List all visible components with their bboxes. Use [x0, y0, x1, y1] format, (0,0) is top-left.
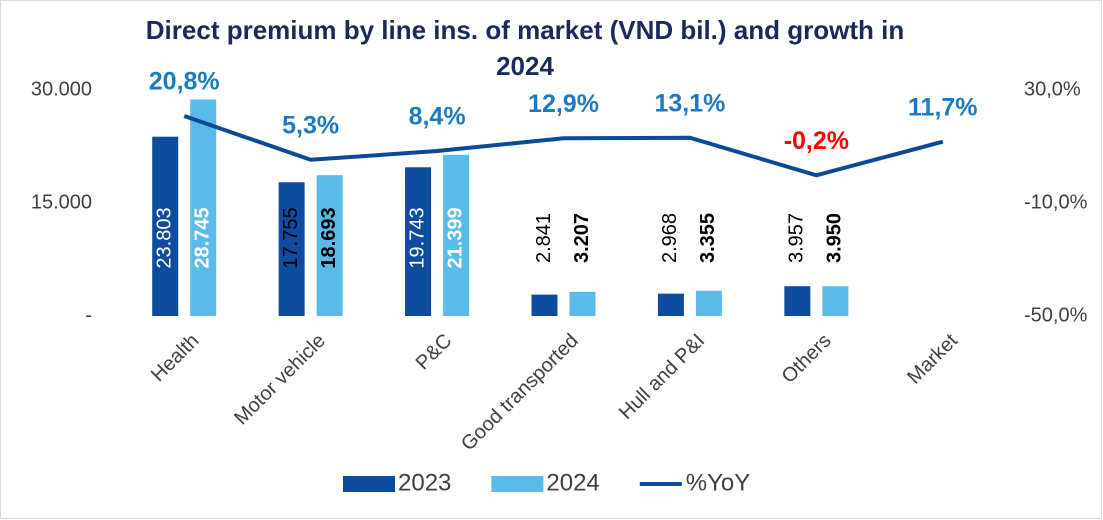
y-tick-label: 30.000: [31, 78, 92, 100]
y-tick-label: 15.000: [31, 191, 92, 213]
bar-value-label: 3.950: [824, 213, 846, 263]
line-value-label: 11,7%: [908, 93, 978, 121]
bar: [316, 175, 343, 316]
x-tick-label: P&C: [412, 330, 457, 375]
bar-value-label: 21.399: [444, 207, 466, 268]
bar-value-label: 3.957: [786, 213, 808, 263]
bar-value-label: 2.968: [659, 213, 681, 263]
bar-value-label: 18.693: [318, 207, 340, 268]
x-tick-label: Good transported: [457, 330, 583, 456]
legend-label: %YoY: [686, 469, 751, 496]
bar: [695, 290, 722, 316]
bar-value-label: 23.803: [153, 207, 175, 268]
bar: [657, 293, 684, 316]
bar: [784, 286, 811, 316]
bar: [822, 286, 849, 316]
legend-label: 2024: [546, 469, 599, 496]
bar: [569, 291, 596, 316]
legend-swatch: [491, 476, 544, 492]
chart-title: Direct premium by line ins. of market (V…: [145, 15, 905, 81]
line-value-label: 20,8%: [149, 68, 220, 96]
line-value-label: 13,1%: [654, 89, 725, 117]
bar: [443, 154, 470, 316]
x-tick-label: Others: [778, 330, 836, 388]
bar-value-label: 3.207: [571, 213, 593, 263]
bar: [531, 294, 558, 316]
line-series: [183, 114, 944, 178]
x-tick-label: Motor vehicle: [230, 330, 330, 430]
y2-tick-label: -10,0%: [1024, 191, 1088, 213]
x-tick-label: Market: [903, 329, 962, 388]
bar-value-label: 28.745: [191, 207, 213, 268]
legend-swatch: [343, 476, 395, 492]
bar-value-label: 19.743: [406, 207, 428, 268]
y2-tick-label: 30,0%: [1024, 78, 1081, 100]
bar-value-label: 2.841: [533, 213, 555, 263]
y-tick-label: -: [85, 304, 92, 326]
bar: [190, 99, 217, 316]
line-value-label: 5,3%: [282, 111, 339, 139]
bar-value-label: 3.355: [697, 213, 719, 263]
x-tick-label: Hull and P&I: [615, 330, 709, 424]
legend-label: 2023: [398, 469, 451, 496]
bar: [278, 182, 305, 316]
bar: [405, 167, 432, 316]
bar: [152, 136, 179, 316]
y2-tick-label: -50,0%: [1024, 304, 1088, 326]
bar-value-label: 17.755: [280, 207, 302, 268]
line-value-label: 8,4%: [409, 103, 466, 131]
x-tick-label: Health: [147, 330, 203, 386]
line-value-label: -0,2%: [784, 127, 849, 155]
line-value-label: 12,9%: [528, 90, 599, 118]
